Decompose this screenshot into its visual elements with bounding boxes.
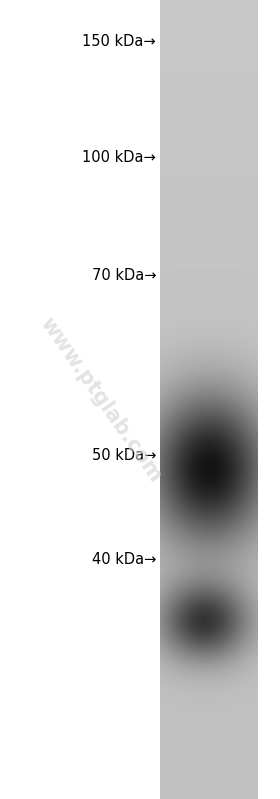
Text: 150 kDa→: 150 kDa→	[82, 34, 156, 50]
Text: 70 kDa→: 70 kDa→	[92, 268, 156, 283]
Text: 100 kDa→: 100 kDa→	[82, 150, 156, 165]
Text: 50 kDa→: 50 kDa→	[92, 447, 156, 463]
Text: 40 kDa→: 40 kDa→	[92, 552, 156, 567]
Text: www.ptglab.com: www.ptglab.com	[36, 313, 165, 486]
